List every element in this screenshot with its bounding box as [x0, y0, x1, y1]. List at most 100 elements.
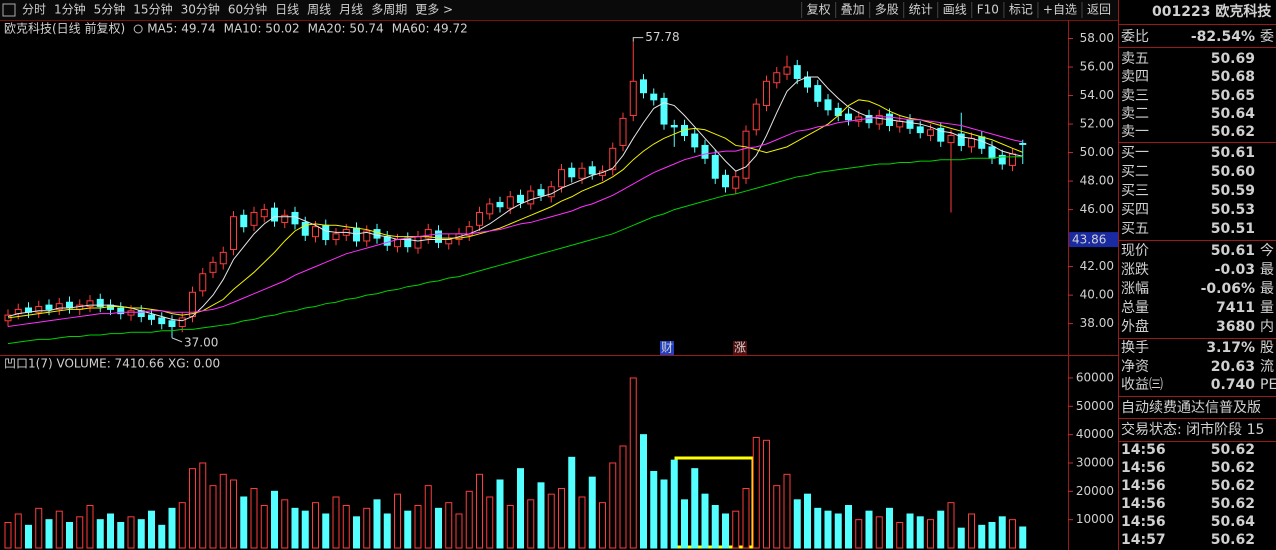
trade-time: 14:56	[1121, 460, 1166, 476]
candle-body	[711, 154, 719, 179]
toolbar-button[interactable]: 叠加	[841, 3, 865, 17]
volume-bar	[250, 487, 258, 549]
y-tick-label: 60000	[1076, 370, 1114, 384]
candle-body	[670, 124, 678, 128]
row-label: 现价	[1121, 243, 1149, 259]
volume-bar	[168, 507, 176, 549]
volume-bar	[845, 504, 852, 549]
toolbar-item[interactable]: 日线	[275, 3, 299, 17]
candle-body	[35, 306, 43, 313]
volume-bar	[353, 516, 360, 549]
event-label[interactable]: 涨	[734, 340, 746, 355]
event-label[interactable]: 财	[661, 341, 673, 355]
candle-body	[619, 117, 627, 146]
row-label: 涨跌	[1121, 262, 1149, 278]
candle-body	[906, 119, 914, 129]
y-tick-label: 10000	[1076, 512, 1114, 526]
toolbar-button[interactable]: F10	[977, 3, 999, 17]
y-tick-label: 38.00	[1080, 316, 1114, 330]
toolbar-button[interactable]: 画线	[943, 3, 967, 17]
volume-bar	[957, 527, 965, 549]
toolbar-item[interactable]: 分时	[22, 3, 46, 17]
toolbar-item[interactable]: 5分钟	[94, 2, 126, 17]
candle-body	[230, 216, 237, 251]
toolbar-item[interactable]: 周线	[307, 3, 331, 17]
candle-body	[178, 317, 186, 327]
toolbar-item[interactable]: 更多 >	[415, 3, 453, 17]
volume-bar	[968, 513, 975, 549]
row-extra: 流	[1260, 359, 1274, 375]
volume-bar	[558, 487, 565, 549]
candle-body	[55, 303, 63, 310]
candle-body	[117, 307, 125, 315]
volume-bar	[260, 504, 268, 549]
volume-bar	[127, 516, 135, 549]
row-value: 50.64	[1211, 106, 1256, 122]
volume-bar	[988, 521, 996, 549]
volume-bar	[640, 434, 647, 549]
toolbar-item[interactable]: 60分钟	[228, 2, 267, 17]
volume-bar	[527, 499, 535, 549]
toolbar-button[interactable]: 多股	[875, 3, 899, 17]
trade-price: 50.62	[1211, 478, 1255, 494]
volume-bar	[793, 499, 801, 549]
toolbar-item[interactable]: 1分钟	[54, 2, 86, 17]
volume-bar	[424, 485, 432, 549]
candle-body	[445, 239, 453, 245]
volume-bar	[230, 479, 237, 549]
candle-body	[260, 209, 268, 218]
candle-body	[291, 211, 299, 225]
trade-price: 50.62	[1211, 460, 1255, 476]
y-tick-label: 50000	[1076, 399, 1114, 413]
volume-bar	[916, 516, 924, 549]
volume-bar	[383, 513, 391, 549]
volume-bar	[629, 377, 637, 549]
toolbar-item[interactable]: 多周期	[371, 3, 407, 17]
candle-body	[701, 144, 709, 159]
candle-body	[978, 136, 986, 149]
row-value: 3.17%	[1206, 340, 1255, 356]
volume-bar	[240, 496, 248, 549]
toolbar-button[interactable]: 标记	[1009, 3, 1033, 17]
row-label: 买五	[1121, 221, 1149, 237]
volume-bar	[342, 504, 350, 549]
row-extra: 股	[1260, 340, 1274, 356]
toolbar-button[interactable]: +自选	[1043, 3, 1077, 17]
candle-body	[896, 120, 904, 128]
toolbar-item[interactable]: 30分钟	[181, 2, 220, 17]
candle-body	[650, 93, 658, 101]
candle-body	[640, 79, 647, 94]
candle-body	[353, 227, 360, 242]
toolbar-button[interactable]: 复权	[807, 3, 831, 17]
volume-bar	[209, 485, 217, 549]
legend-item: MA60: 49.72	[392, 22, 468, 36]
toolbar-button[interactable]: 统计	[909, 3, 933, 17]
trade-time: 14:56	[1121, 478, 1166, 494]
row-value: 50.65	[1211, 88, 1255, 104]
candle-body	[783, 66, 791, 75]
volume-bar	[96, 519, 104, 549]
trade-time: 14:57	[1121, 532, 1166, 548]
row-value: 50.61	[1211, 243, 1255, 259]
candle-body	[1019, 142, 1027, 145]
volume-bar	[158, 524, 166, 549]
volume-bar	[363, 507, 371, 549]
volume-bar	[86, 504, 94, 549]
toolbar-button[interactable]: 返回	[1087, 3, 1111, 17]
toolbar-item[interactable]: 月线	[339, 3, 363, 17]
volume-bar	[414, 504, 422, 549]
candle-body	[383, 236, 391, 246]
toolbar-item[interactable]: 15分钟	[133, 2, 172, 17]
candle-body	[834, 107, 842, 117]
notice[interactable]: 自动续费通达信普及版	[1121, 399, 1261, 416]
candle-body	[219, 251, 227, 265]
candle-body	[414, 236, 422, 249]
y-tick-label: 40000	[1076, 427, 1114, 441]
menu-icon[interactable]	[2, 3, 16, 17]
candle-body	[496, 201, 504, 208]
ma-line	[7, 99, 1023, 319]
volume-bar	[291, 507, 299, 549]
volume-bar	[373, 499, 381, 549]
volume-bar	[199, 462, 207, 549]
row-extra: 最	[1260, 262, 1274, 278]
